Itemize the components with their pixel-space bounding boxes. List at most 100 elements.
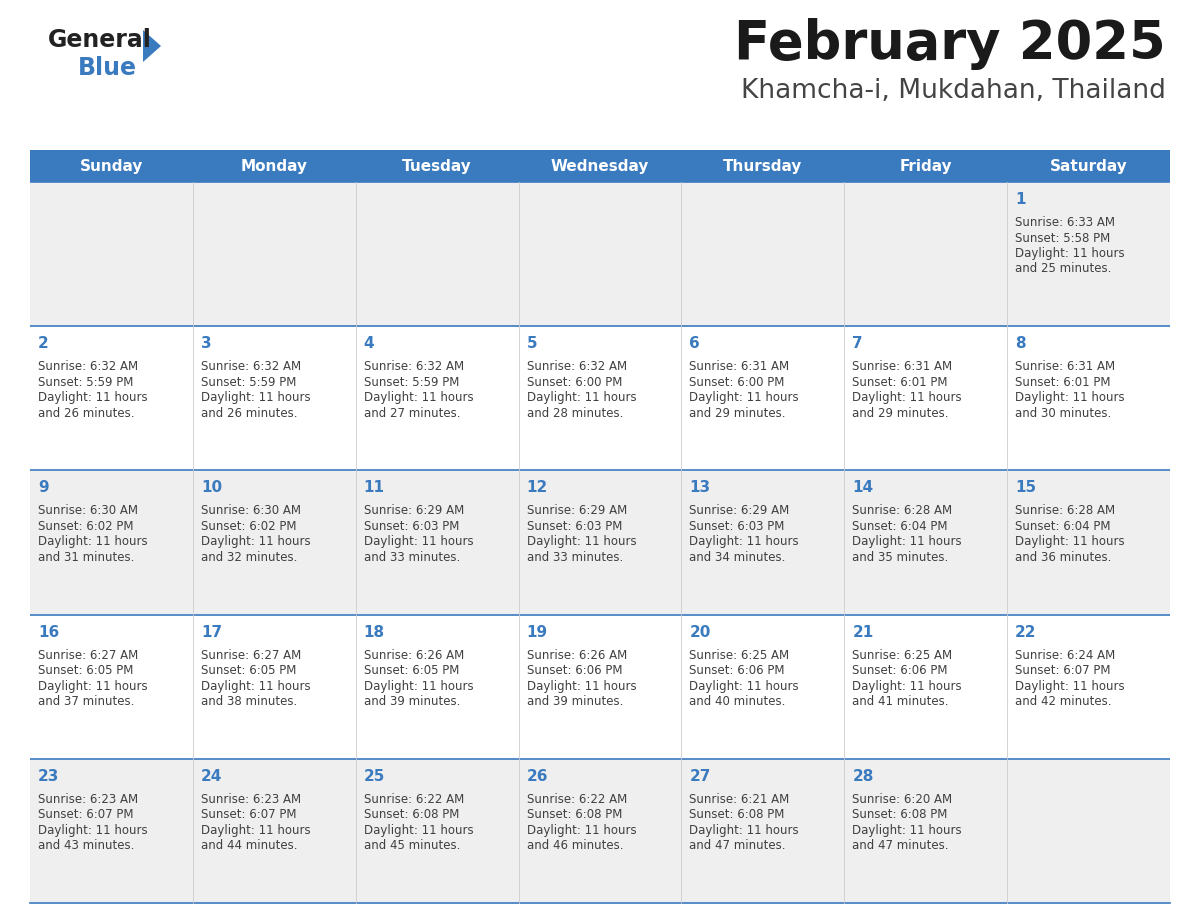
Bar bbox=[30, 614, 1170, 759]
Text: Daylight: 11 hours: Daylight: 11 hours bbox=[689, 679, 800, 692]
Text: Sunset: 6:03 PM: Sunset: 6:03 PM bbox=[526, 520, 623, 533]
Text: Sunrise: 6:26 AM: Sunrise: 6:26 AM bbox=[526, 649, 627, 662]
Text: and 30 minutes.: and 30 minutes. bbox=[1015, 407, 1112, 420]
Text: Daylight: 11 hours: Daylight: 11 hours bbox=[852, 391, 962, 404]
Text: Sunrise: 6:20 AM: Sunrise: 6:20 AM bbox=[852, 793, 953, 806]
Text: Sunrise: 6:25 AM: Sunrise: 6:25 AM bbox=[689, 649, 790, 662]
Text: Sunset: 5:58 PM: Sunset: 5:58 PM bbox=[1015, 231, 1111, 244]
Text: Sunrise: 6:24 AM: Sunrise: 6:24 AM bbox=[1015, 649, 1116, 662]
Text: Sunrise: 6:32 AM: Sunrise: 6:32 AM bbox=[526, 360, 627, 374]
Text: 19: 19 bbox=[526, 624, 548, 640]
Text: Saturday: Saturday bbox=[1050, 159, 1127, 174]
Text: 6: 6 bbox=[689, 336, 700, 352]
Text: Sunset: 6:08 PM: Sunset: 6:08 PM bbox=[689, 809, 785, 822]
Text: Tuesday: Tuesday bbox=[403, 159, 472, 174]
Text: and 29 minutes.: and 29 minutes. bbox=[689, 407, 786, 420]
Bar bbox=[30, 150, 1170, 182]
Text: and 28 minutes.: and 28 minutes. bbox=[526, 407, 623, 420]
Text: Sunset: 5:59 PM: Sunset: 5:59 PM bbox=[201, 375, 296, 388]
Text: Sunset: 6:04 PM: Sunset: 6:04 PM bbox=[1015, 520, 1111, 533]
Text: and 25 minutes.: and 25 minutes. bbox=[1015, 263, 1112, 275]
Text: Sunrise: 6:33 AM: Sunrise: 6:33 AM bbox=[1015, 216, 1116, 229]
Text: Sunset: 5:59 PM: Sunset: 5:59 PM bbox=[364, 375, 459, 388]
Text: and 44 minutes.: and 44 minutes. bbox=[201, 839, 297, 852]
Text: Friday: Friday bbox=[899, 159, 952, 174]
Text: 14: 14 bbox=[852, 480, 873, 496]
Bar bbox=[30, 326, 1170, 470]
Text: and 43 minutes.: and 43 minutes. bbox=[38, 839, 134, 852]
Text: Daylight: 11 hours: Daylight: 11 hours bbox=[526, 823, 637, 837]
Text: Sunset: 6:02 PM: Sunset: 6:02 PM bbox=[201, 520, 296, 533]
Text: 3: 3 bbox=[201, 336, 211, 352]
Text: Daylight: 11 hours: Daylight: 11 hours bbox=[689, 535, 800, 548]
Text: Sunset: 6:05 PM: Sunset: 6:05 PM bbox=[201, 664, 296, 677]
Text: and 33 minutes.: and 33 minutes. bbox=[526, 551, 623, 564]
Text: Sunrise: 6:28 AM: Sunrise: 6:28 AM bbox=[1015, 504, 1116, 518]
Text: Sunrise: 6:30 AM: Sunrise: 6:30 AM bbox=[201, 504, 301, 518]
Text: Sunset: 6:07 PM: Sunset: 6:07 PM bbox=[1015, 664, 1111, 677]
Text: Daylight: 11 hours: Daylight: 11 hours bbox=[526, 679, 637, 692]
Text: Sunrise: 6:27 AM: Sunrise: 6:27 AM bbox=[201, 649, 301, 662]
Text: and 38 minutes.: and 38 minutes. bbox=[201, 695, 297, 708]
Text: Sunrise: 6:32 AM: Sunrise: 6:32 AM bbox=[364, 360, 463, 374]
Text: 9: 9 bbox=[38, 480, 49, 496]
Text: Daylight: 11 hours: Daylight: 11 hours bbox=[364, 535, 473, 548]
Text: Sunset: 6:08 PM: Sunset: 6:08 PM bbox=[526, 809, 623, 822]
Text: Sunset: 6:03 PM: Sunset: 6:03 PM bbox=[689, 520, 785, 533]
Text: Sunrise: 6:22 AM: Sunrise: 6:22 AM bbox=[364, 793, 465, 806]
Text: Sunset: 6:03 PM: Sunset: 6:03 PM bbox=[364, 520, 459, 533]
Text: Daylight: 11 hours: Daylight: 11 hours bbox=[852, 679, 962, 692]
Text: 16: 16 bbox=[38, 624, 59, 640]
Text: 7: 7 bbox=[852, 336, 862, 352]
Text: Sunset: 6:02 PM: Sunset: 6:02 PM bbox=[38, 520, 133, 533]
Text: and 39 minutes.: and 39 minutes. bbox=[364, 695, 460, 708]
Text: and 37 minutes.: and 37 minutes. bbox=[38, 695, 134, 708]
Polygon shape bbox=[143, 30, 162, 62]
Text: Sunrise: 6:32 AM: Sunrise: 6:32 AM bbox=[201, 360, 301, 374]
Text: Daylight: 11 hours: Daylight: 11 hours bbox=[201, 679, 310, 692]
Text: and 31 minutes.: and 31 minutes. bbox=[38, 551, 134, 564]
Bar bbox=[30, 759, 1170, 903]
Text: Sunrise: 6:29 AM: Sunrise: 6:29 AM bbox=[689, 504, 790, 518]
Text: Daylight: 11 hours: Daylight: 11 hours bbox=[201, 391, 310, 404]
Text: and 27 minutes.: and 27 minutes. bbox=[364, 407, 460, 420]
Text: 4: 4 bbox=[364, 336, 374, 352]
Text: Daylight: 11 hours: Daylight: 11 hours bbox=[689, 823, 800, 837]
Text: 21: 21 bbox=[852, 624, 873, 640]
Text: Daylight: 11 hours: Daylight: 11 hours bbox=[38, 823, 147, 837]
Text: 12: 12 bbox=[526, 480, 548, 496]
Text: and 36 minutes.: and 36 minutes. bbox=[1015, 551, 1112, 564]
Text: Sunset: 6:01 PM: Sunset: 6:01 PM bbox=[852, 375, 948, 388]
Text: 13: 13 bbox=[689, 480, 710, 496]
Text: and 39 minutes.: and 39 minutes. bbox=[526, 695, 623, 708]
Text: Daylight: 11 hours: Daylight: 11 hours bbox=[852, 823, 962, 837]
Text: Sunset: 6:05 PM: Sunset: 6:05 PM bbox=[364, 664, 459, 677]
Text: and 42 minutes.: and 42 minutes. bbox=[1015, 695, 1112, 708]
Text: Monday: Monday bbox=[241, 159, 308, 174]
Text: Sunrise: 6:23 AM: Sunrise: 6:23 AM bbox=[201, 793, 301, 806]
Text: 23: 23 bbox=[38, 768, 59, 784]
Text: and 26 minutes.: and 26 minutes. bbox=[38, 407, 134, 420]
Text: 24: 24 bbox=[201, 768, 222, 784]
Text: Sunrise: 6:27 AM: Sunrise: 6:27 AM bbox=[38, 649, 138, 662]
Text: 25: 25 bbox=[364, 768, 385, 784]
Text: February 2025: February 2025 bbox=[734, 18, 1165, 70]
Text: Daylight: 11 hours: Daylight: 11 hours bbox=[364, 823, 473, 837]
Text: and 26 minutes.: and 26 minutes. bbox=[201, 407, 297, 420]
Text: and 47 minutes.: and 47 minutes. bbox=[689, 839, 786, 852]
Bar bbox=[30, 470, 1170, 614]
Text: Sunset: 6:06 PM: Sunset: 6:06 PM bbox=[852, 664, 948, 677]
Text: Sunrise: 6:29 AM: Sunrise: 6:29 AM bbox=[364, 504, 465, 518]
Text: Sunrise: 6:25 AM: Sunrise: 6:25 AM bbox=[852, 649, 953, 662]
Text: Sunrise: 6:31 AM: Sunrise: 6:31 AM bbox=[852, 360, 953, 374]
Text: Sunrise: 6:21 AM: Sunrise: 6:21 AM bbox=[689, 793, 790, 806]
Text: Daylight: 11 hours: Daylight: 11 hours bbox=[1015, 391, 1125, 404]
Text: and 32 minutes.: and 32 minutes. bbox=[201, 551, 297, 564]
Text: Sunrise: 6:31 AM: Sunrise: 6:31 AM bbox=[1015, 360, 1116, 374]
Text: Daylight: 11 hours: Daylight: 11 hours bbox=[201, 823, 310, 837]
Text: 11: 11 bbox=[364, 480, 385, 496]
Text: 8: 8 bbox=[1015, 336, 1025, 352]
Text: and 40 minutes.: and 40 minutes. bbox=[689, 695, 785, 708]
Text: Daylight: 11 hours: Daylight: 11 hours bbox=[364, 391, 473, 404]
Text: Daylight: 11 hours: Daylight: 11 hours bbox=[38, 679, 147, 692]
